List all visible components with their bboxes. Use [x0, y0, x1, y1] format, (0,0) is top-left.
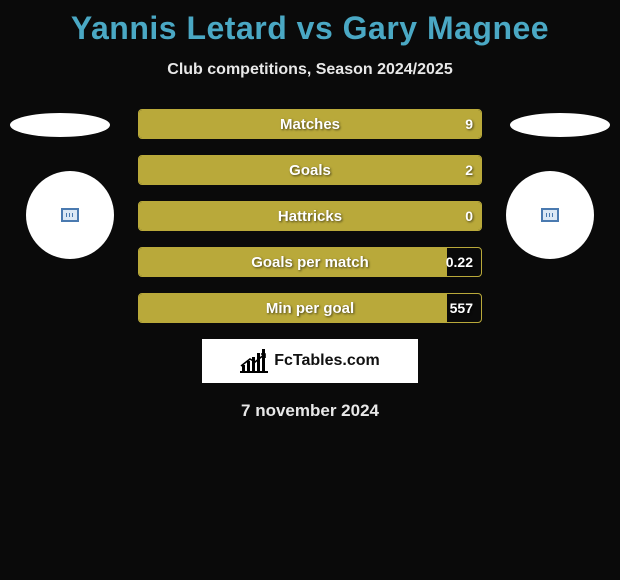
player-right-ellipse: [510, 113, 610, 137]
placeholder-icon: [61, 208, 79, 222]
player-left-avatar: [26, 171, 114, 259]
stat-value-right: 2: [465, 156, 473, 184]
stats-area: Matches 9 Goals 2 Hattricks 0 Goals per …: [0, 109, 620, 421]
player-right-avatar: [506, 171, 594, 259]
date-text: 7 november 2024: [0, 401, 620, 421]
stat-row-goals: Goals 2: [138, 155, 482, 185]
stat-row-min-per-goal: Min per goal 557: [138, 293, 482, 323]
stat-label: Goals: [139, 156, 481, 184]
subtitle: Club competitions, Season 2024/2025: [0, 61, 620, 79]
player-left-ellipse: [10, 113, 110, 137]
logo-box[interactable]: FcTables.com: [202, 339, 418, 383]
stat-row-hattricks: Hattricks 0: [138, 201, 482, 231]
placeholder-icon: [541, 208, 559, 222]
stat-label: Hattricks: [139, 202, 481, 230]
stat-label: Goals per match: [139, 248, 481, 276]
stat-value-right: 9: [465, 110, 473, 138]
stat-value-right: 0: [465, 202, 473, 230]
logo-text: FcTables.com: [274, 352, 380, 370]
stat-value-right: 557: [450, 294, 473, 322]
stat-value-right: 0.22: [446, 248, 473, 276]
stat-label: Min per goal: [139, 294, 481, 322]
stat-row-matches: Matches 9: [138, 109, 482, 139]
page-title: Yannis Letard vs Gary Magnee: [0, 0, 620, 47]
bar-chart-icon: [240, 349, 268, 373]
stat-bars: Matches 9 Goals 2 Hattricks 0 Goals per …: [138, 109, 482, 323]
stat-label: Matches: [139, 110, 481, 138]
stat-row-goals-per-match: Goals per match 0.22: [138, 247, 482, 277]
